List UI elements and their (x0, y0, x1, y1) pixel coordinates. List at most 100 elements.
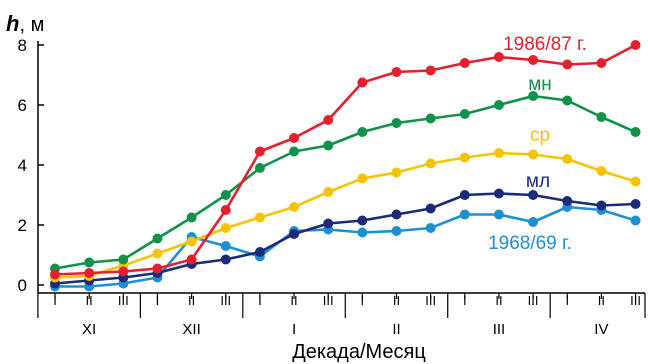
data-point (528, 91, 539, 101)
series-line (55, 205, 636, 288)
series-label: 1968/69 г. (488, 233, 572, 254)
data-point (186, 212, 197, 223)
decade-label: III (118, 293, 129, 308)
data-point (562, 59, 573, 70)
data-point (289, 229, 300, 239)
data-point (357, 173, 368, 184)
data-point (425, 113, 436, 124)
data-point (459, 209, 470, 220)
data-point (391, 209, 402, 220)
series-label: ср (530, 125, 550, 146)
data-point (220, 190, 231, 200)
data-point (152, 263, 163, 274)
series-line (54, 151, 636, 279)
month-label: II (392, 321, 400, 338)
data-point (630, 199, 641, 209)
month-label: XI (82, 321, 96, 338)
decade-label: I (258, 293, 262, 308)
series-3 (50, 188, 641, 289)
decade-label: III (425, 293, 436, 308)
plot-area (50, 40, 641, 292)
decade-label: II (495, 293, 502, 308)
data-point (425, 203, 436, 214)
data-point (493, 100, 504, 110)
series-line (54, 94, 637, 270)
decade-label: III (528, 293, 539, 308)
month-label: XII (182, 321, 200, 338)
data-point (220, 241, 231, 251)
data-point (323, 115, 334, 125)
decade-label: II (393, 293, 400, 308)
decade-label: II (86, 293, 93, 308)
data-point (630, 127, 641, 137)
data-point (596, 112, 607, 122)
data-point (152, 248, 163, 259)
y-axis-unit: , м (19, 14, 44, 36)
data-point (425, 223, 436, 233)
data-point (562, 95, 573, 106)
x-axis-label: Декада/Месяц (292, 341, 426, 363)
data-point (118, 266, 129, 277)
data-point (528, 217, 539, 227)
data-point (323, 140, 334, 151)
data-point (323, 187, 334, 197)
y-axis-label: h, м (6, 11, 44, 36)
data-point (562, 196, 573, 206)
data-point (220, 205, 231, 215)
series-line (54, 43, 637, 276)
series-label: мн (528, 74, 552, 95)
data-point (186, 254, 197, 265)
series-line (54, 192, 636, 285)
month-label: III (493, 321, 506, 338)
data-point (493, 188, 504, 199)
data-point (357, 77, 368, 88)
y-tick-label: 8 (18, 36, 27, 55)
data-point (425, 158, 436, 169)
y-tick-label: 6 (18, 96, 27, 115)
y-tick-label: 4 (18, 156, 27, 175)
data-point (493, 209, 504, 220)
data-point (289, 133, 300, 143)
data-point (186, 236, 197, 247)
data-point (84, 257, 95, 268)
y-tick-label: 0 (18, 276, 27, 295)
data-point (118, 254, 129, 265)
series-label: 1986/87 г. (503, 34, 587, 55)
data-point (254, 146, 265, 157)
series-label: мл (526, 171, 550, 192)
decade-label: III (630, 293, 641, 308)
data-point (289, 202, 300, 212)
y-tick-label: 2 (18, 216, 27, 235)
data-point (459, 152, 470, 163)
data-point (220, 223, 231, 233)
decade-label: III (323, 293, 334, 308)
data-point (459, 190, 470, 200)
data-point (50, 269, 60, 280)
data-point (220, 254, 231, 265)
data-point (528, 149, 539, 160)
data-point (528, 190, 539, 200)
data-point (391, 226, 402, 236)
decade-label: I (156, 293, 160, 308)
data-point (391, 67, 402, 77)
series-1 (50, 91, 641, 274)
y-axis-symbol: h (6, 11, 19, 36)
data-point (562, 154, 573, 164)
data-point (152, 233, 163, 244)
series-0 (50, 40, 641, 280)
decade-label: I (53, 293, 57, 308)
decade-label: I (361, 293, 365, 308)
data-point (289, 146, 300, 157)
data-point (425, 65, 436, 76)
decade-label: II (188, 293, 195, 308)
data-point (357, 215, 368, 226)
data-point (596, 200, 607, 211)
decade-label: II (598, 293, 605, 308)
data-point (391, 118, 402, 128)
data-point (459, 109, 470, 119)
month-label: IV (594, 321, 608, 338)
decade-label: II (290, 293, 297, 308)
data-point (528, 55, 539, 65)
data-point (254, 212, 265, 223)
